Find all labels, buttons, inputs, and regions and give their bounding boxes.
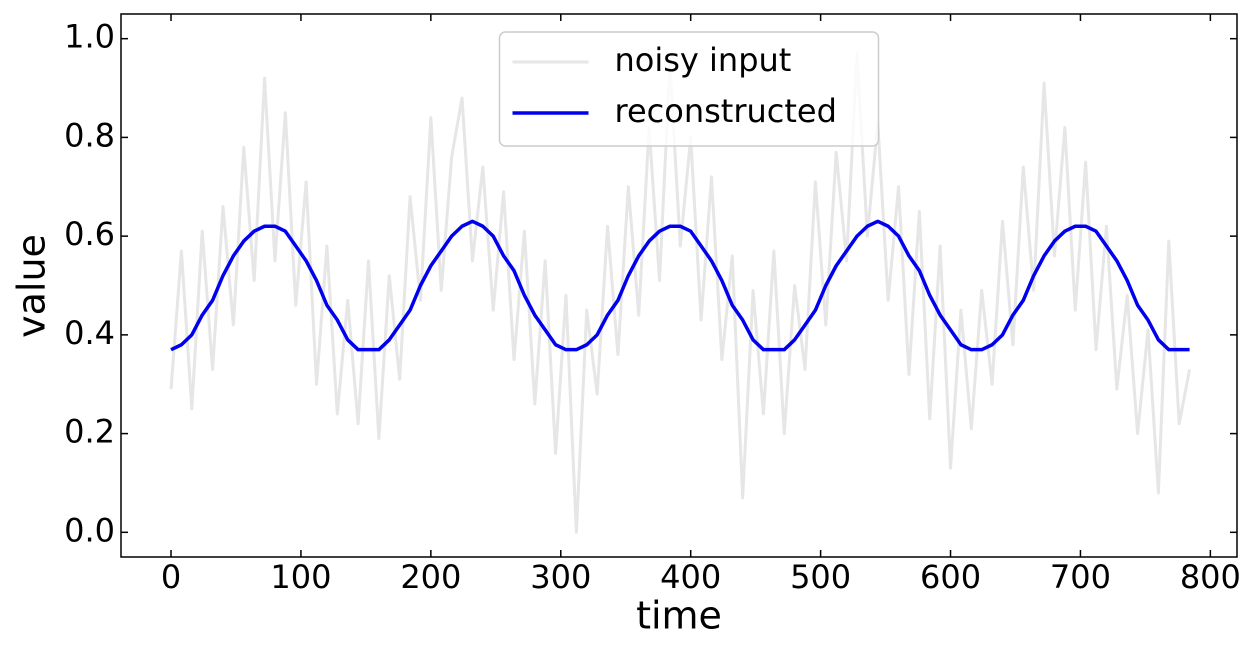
x-tick-label: 500 xyxy=(790,558,851,596)
series-line xyxy=(169,51,1192,534)
x-tick-label: 800 xyxy=(1180,558,1241,596)
y-tick-label: 0.8 xyxy=(64,116,115,154)
y-tick-label: 0.4 xyxy=(64,314,115,352)
plot-frame xyxy=(120,13,1238,558)
x-tick-label: 200 xyxy=(400,558,461,596)
x-tick-label: 300 xyxy=(530,558,591,596)
x-tick-label: 400 xyxy=(660,558,721,596)
series-line xyxy=(170,219,1190,352)
y-axis-label: value xyxy=(10,234,54,338)
y-tick-label: 0.2 xyxy=(64,413,115,451)
x-tick-label: 700 xyxy=(1050,558,1111,596)
x-tick-label: 600 xyxy=(920,558,981,596)
x-tick-label: 100 xyxy=(270,558,331,596)
x-tick-label: 0 xyxy=(161,558,181,596)
legend-box xyxy=(498,31,880,147)
x-axis-label: time xyxy=(636,594,722,638)
legend-label: noisy input xyxy=(615,41,792,79)
y-tick-label: 1.0 xyxy=(64,18,115,56)
y-tick-label: 0.0 xyxy=(64,511,115,549)
y-tick-label: 0.6 xyxy=(64,215,115,253)
legend-label: reconstructed xyxy=(615,92,837,130)
